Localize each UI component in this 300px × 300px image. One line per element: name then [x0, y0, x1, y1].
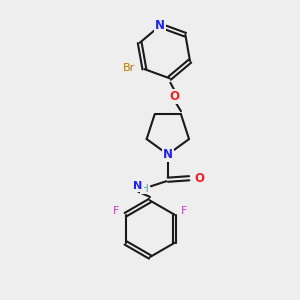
Text: N: N: [155, 19, 165, 32]
Text: Br: Br: [123, 63, 136, 73]
Text: O: O: [170, 90, 180, 103]
Text: N: N: [163, 148, 173, 161]
Text: F: F: [180, 206, 187, 216]
Text: H: H: [141, 184, 149, 194]
Text: F: F: [113, 206, 120, 216]
Text: N: N: [134, 181, 143, 191]
Text: O: O: [195, 172, 205, 185]
